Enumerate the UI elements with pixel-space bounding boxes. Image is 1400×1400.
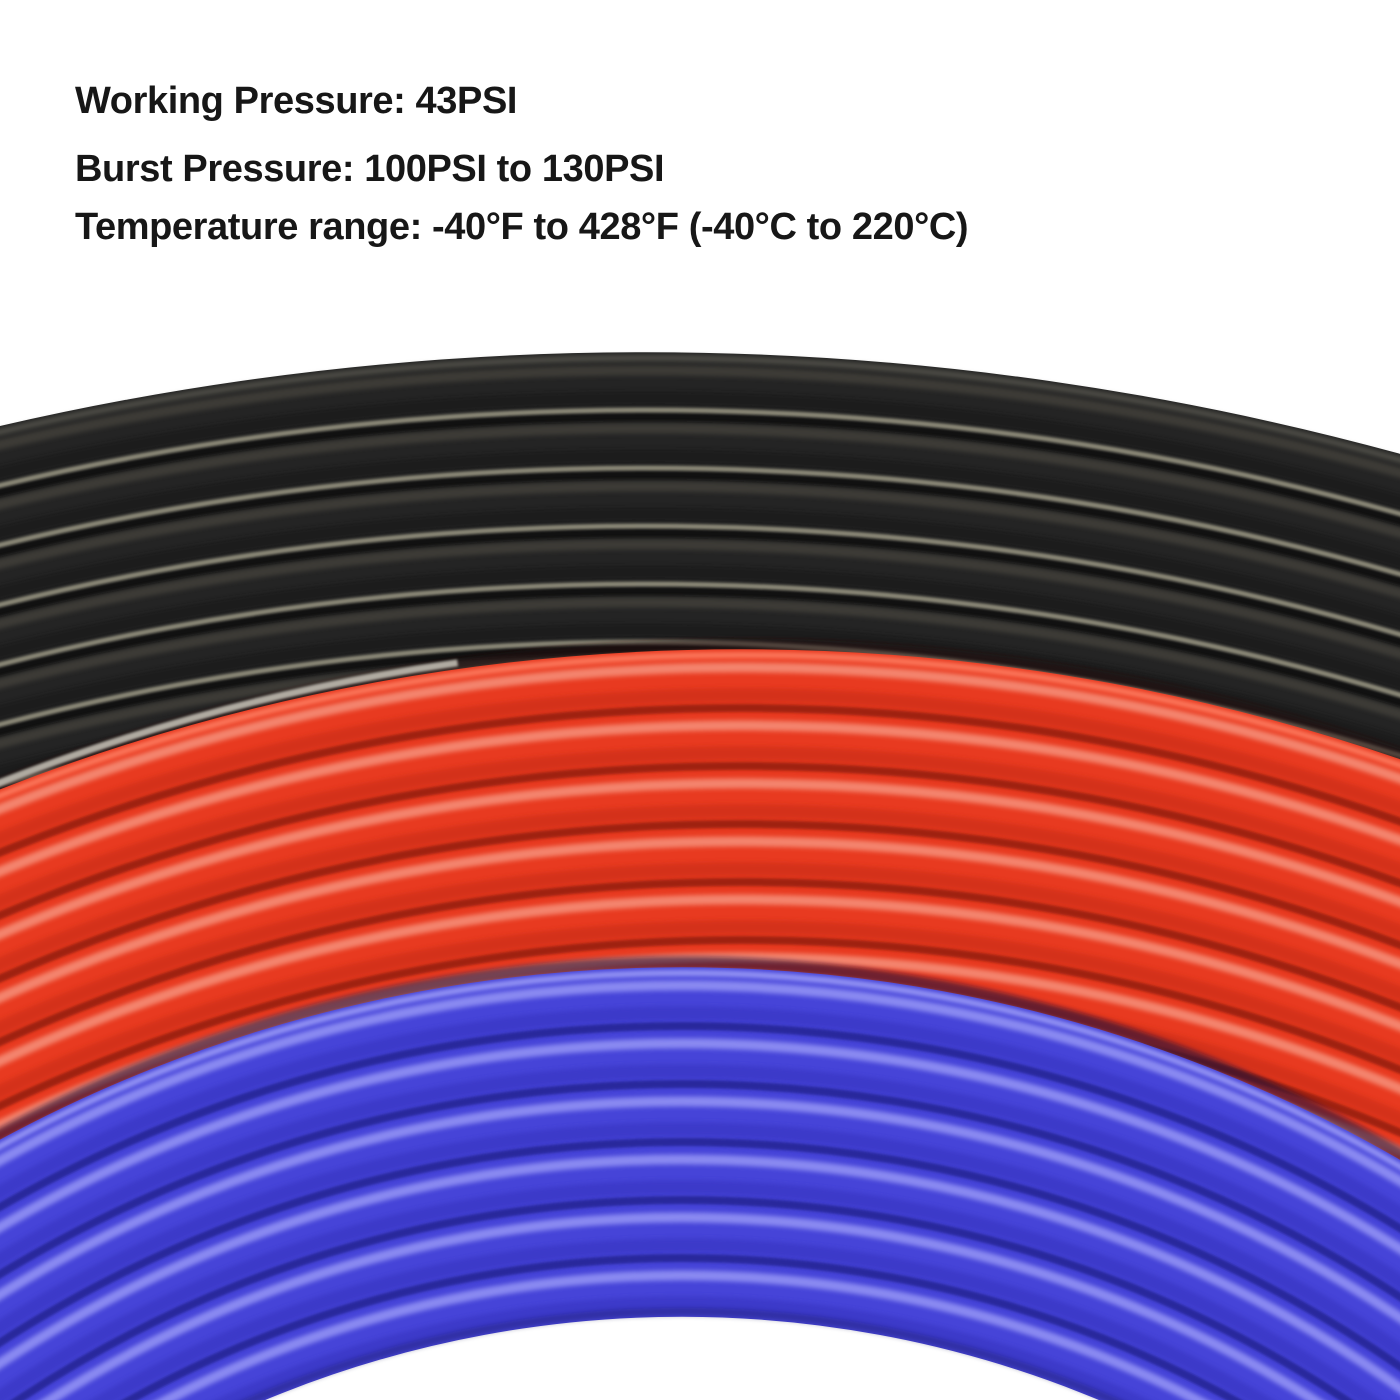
blue-tubing-coil (0, 956, 1400, 1400)
spec-burst-pressure: Burst Pressure: 100PSI to 130PSI (75, 148, 665, 190)
spec-working-pressure: Working Pressure: 43PSI (75, 80, 518, 122)
spec-temperature-range: Temperature range: -40°F to 428°F (-40°C… (75, 206, 969, 248)
